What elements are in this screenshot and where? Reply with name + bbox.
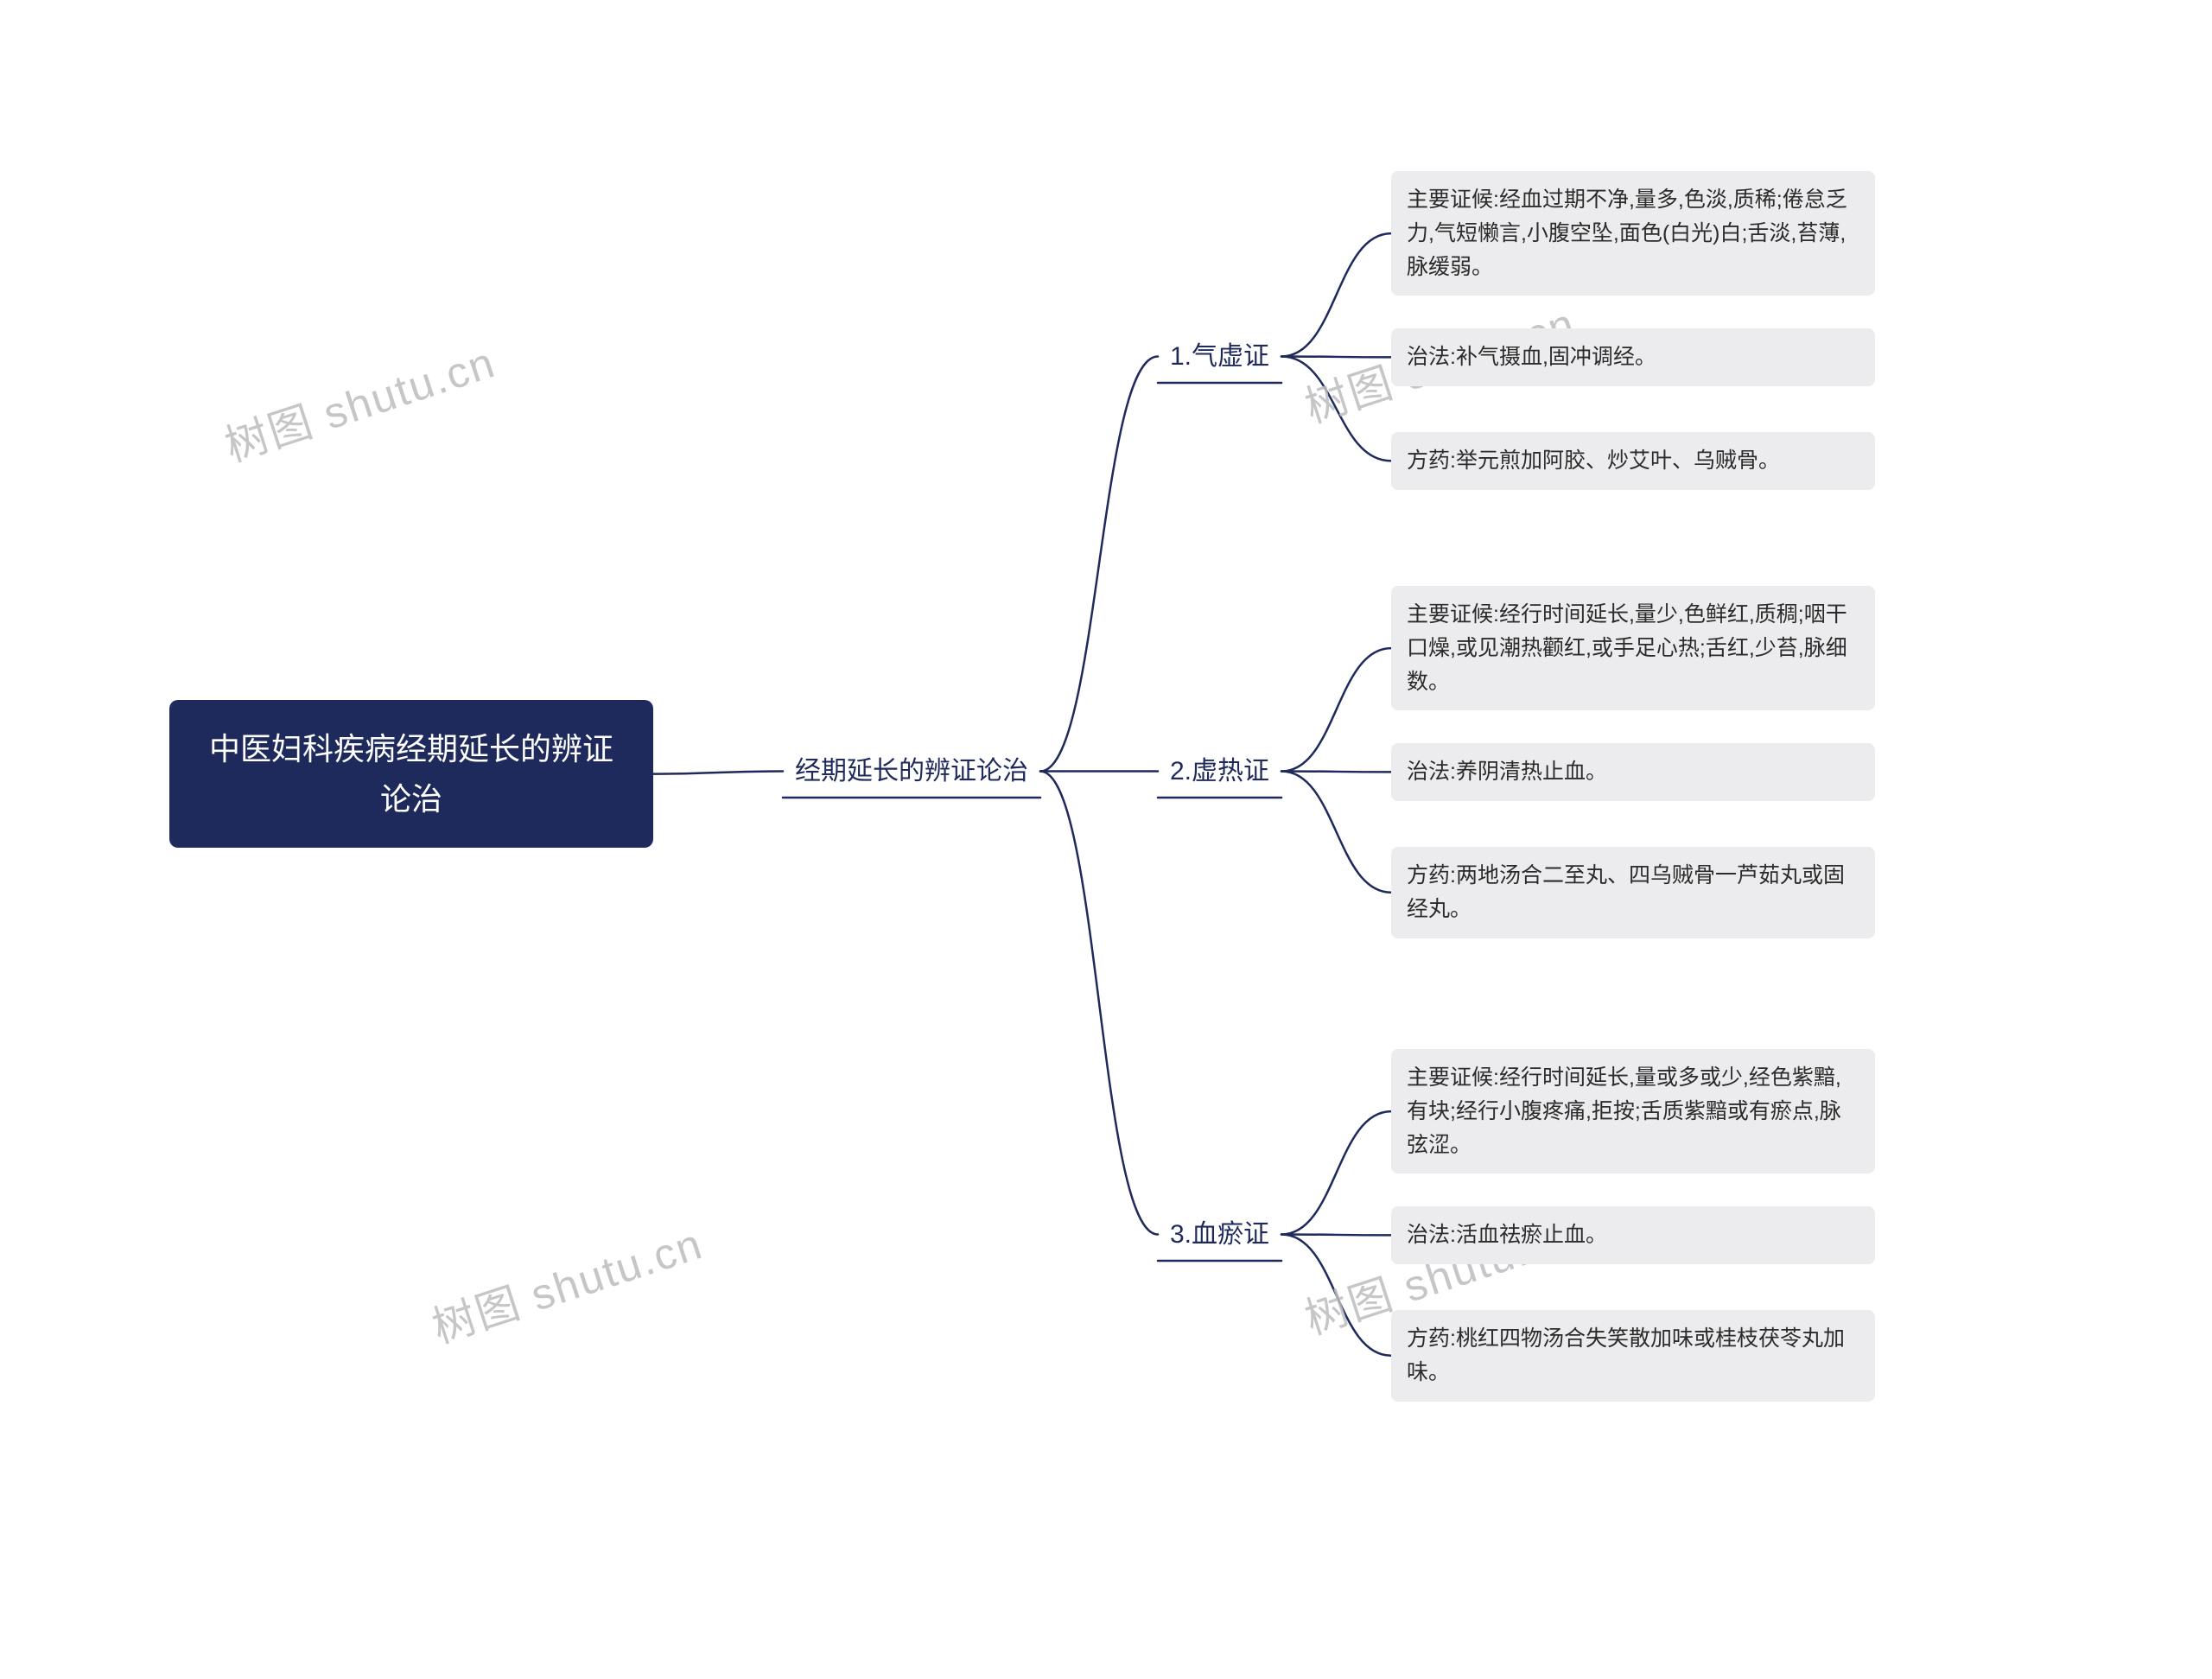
leaf-s2-formula[interactable]: 方药:两地汤合二至丸、四乌贼骨一芦茹丸或固经丸。 <box>1391 847 1875 938</box>
root-node[interactable]: 中医妇科疾病经期延长的辨证论治 <box>169 700 653 848</box>
leaf-s3-symptoms[interactable]: 主要证候:经行时间延长,量或多或少,经色紫黯,有块;经行小腹疼痛,拒按;舌质紫黯… <box>1391 1049 1875 1173</box>
leaf-s3-formula[interactable]: 方药:桃红四物汤合失笑散加味或桂枝茯苓丸加味。 <box>1391 1310 1875 1402</box>
leaf-s2-symptoms[interactable]: 主要证候:经行时间延长,量少,色鲜红,质稠;咽干口燥,或见潮热颧红,或手足心热;… <box>1391 586 1875 710</box>
branch-level1[interactable]: 经期延长的辨证论治 <box>783 745 1040 798</box>
leaf-s2-treatment[interactable]: 治法:养阴清热止血。 <box>1391 743 1875 801</box>
leaf-s1-symptoms[interactable]: 主要证候:经血过期不净,量多,色淡,质稀;倦怠乏力,气短懒言,小腹空坠,面色(白… <box>1391 171 1875 296</box>
leaf-s1-treatment[interactable]: 治法:补气摄血,固冲调经。 <box>1391 328 1875 386</box>
leaf-s3-treatment[interactable]: 治法:活血祛瘀止血。 <box>1391 1206 1875 1264</box>
watermark: 树图 shutu.cn <box>423 1210 709 1356</box>
mindmap-canvas: 树图 shutu.cn 树图 shutu.cn 树图 shutu.cn 树图 s… <box>0 0 2212 1679</box>
watermark: 树图 shutu.cn <box>216 328 502 474</box>
branch-syndrome-1[interactable]: 1.气虚证 <box>1158 330 1281 383</box>
branch-syndrome-3[interactable]: 3.血瘀证 <box>1158 1208 1281 1261</box>
leaf-s1-formula[interactable]: 方药:举元煎加阿胶、炒艾叶、乌贼骨。 <box>1391 432 1875 490</box>
branch-syndrome-2[interactable]: 2.虚热证 <box>1158 745 1281 798</box>
